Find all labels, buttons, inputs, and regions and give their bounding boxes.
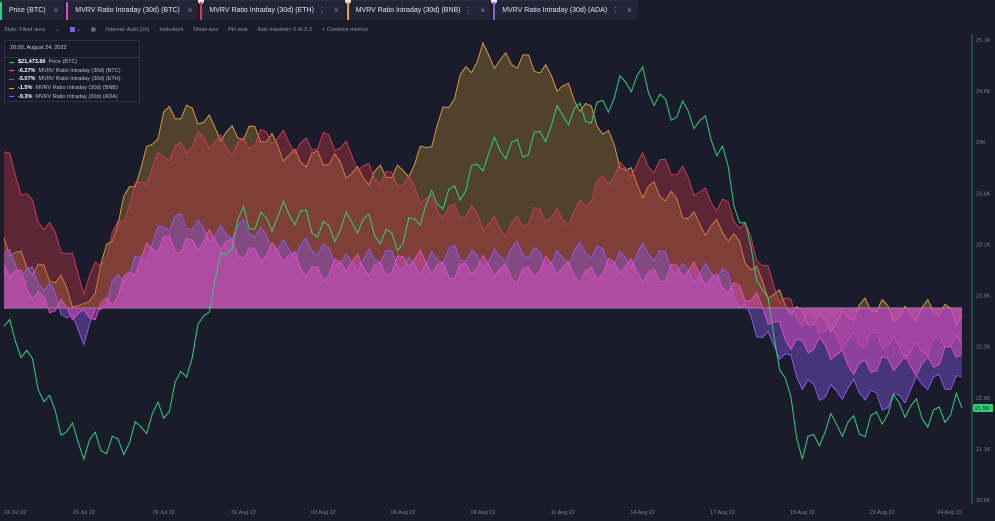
series-line-mvrv-ratio-intraday-30d-eth-: [3, 128, 963, 361]
series-line-mvrv-ratio-intraday-30d-btc-: [3, 228, 963, 377]
chevron-down-icon[interactable]: ⌄: [54, 27, 60, 33]
x-tick-label: 22 Aug 22: [870, 510, 895, 516]
x-tick-label: 26 Jul 22: [73, 510, 95, 516]
show-axis-button[interactable]: Show axis: [193, 27, 219, 33]
tab-label: MVRV Ratio Intraday (30d) (BTC): [75, 7, 180, 14]
x-tick-label: 09 Aug 22: [471, 510, 496, 516]
x-tick-label: 06 Aug 22: [391, 510, 416, 516]
current-price-badge: [973, 404, 993, 412]
metric-tabs: Price (BTC) × MVRV Ratio Intraday (30d) …: [0, 0, 638, 22]
legend-swatch: [9, 78, 14, 80]
calendar-icon: ▦: [90, 27, 96, 33]
legend-row: -6.27% MVRV Ratio Intraday (30d) (BTC): [5, 67, 139, 76]
x-tick-label: 31 Aug 22: [231, 510, 256, 516]
legend-swatch: [9, 96, 14, 98]
tooltip-date: 20:00, August 24, 2022: [5, 41, 139, 58]
color-square-icon: [69, 27, 75, 33]
legend-value: $21,473.86: [18, 59, 46, 66]
series-area-mvrv-ratio-intraday-30d-ada-: [4, 213, 962, 411]
close-icon[interactable]: ×: [627, 6, 632, 15]
x-tick-label: 14 Aug 22: [630, 510, 655, 516]
tab-mvrv-eth[interactable]: MVRV Ratio Intraday (30d) (ETH) ⋮ ×: [198, 0, 345, 20]
y-tick-label: 22.6K: [976, 294, 991, 300]
more-icon[interactable]: ⋮: [611, 6, 620, 15]
tab-color-swatch: [66, 2, 69, 20]
close-icon[interactable]: ×: [187, 6, 193, 15]
legend-label: MVRV Ratio Intraday (30d) (ETH): [38, 76, 121, 83]
legend-value: -6.27%: [18, 67, 36, 74]
color-picker[interactable]: ⌄: [69, 27, 81, 33]
tab-color-swatch: [0, 2, 2, 20]
legend-row: -1.5% MVRV Ratio Intraday (30d) (BNB): [5, 84, 139, 93]
y-tick-label: 20.6K: [976, 498, 991, 504]
series-line-mvrv-ratio-intraday-30d-bnb-: [3, 41, 963, 333]
y-tick-label: 24.6K: [976, 89, 991, 95]
tab-mvrv-bnb[interactable]: MVRV Ratio Intraday (30d) (BNB) ⋮ ×: [344, 0, 492, 20]
y-tick-label: 23.6K: [976, 191, 991, 197]
y-tick-label: 21.6K: [976, 396, 991, 402]
legend-value: -5.07%: [18, 76, 36, 83]
y-tick-label: 21.1K: [976, 447, 991, 453]
tab-label: MVRV Ratio Intraday (30d) (ETH): [209, 7, 314, 14]
close-icon[interactable]: ×: [333, 6, 339, 15]
x-tick-label: 11 Aug 22: [551, 510, 575, 516]
x-tick-label: 29 Jul 22: [153, 510, 175, 516]
y-tick-label: 23.1K: [976, 242, 991, 248]
legend-row: -9.3% MVRV Ratio Intraday (30d) (ADA): [5, 92, 139, 101]
tooltip-legend: 20:00, August 24, 2022 $21,473.86 Price (…: [4, 40, 140, 102]
legend-label: MVRV Ratio Intraday (30d) (BNB): [35, 85, 118, 92]
legend-label: MVRV Ratio Intraday (30d) (BTC): [38, 67, 121, 74]
legend-value: -1.5%: [18, 85, 33, 92]
y-tick-label: 25.1K: [976, 38, 991, 44]
tab-color-swatch: [493, 2, 496, 20]
interval-select[interactable]: Interval: Auto (1h): [105, 27, 150, 33]
current-price-label: 21.5K: [975, 406, 990, 412]
indicators-button[interactable]: Indicators: [159, 27, 184, 33]
close-icon[interactable]: ×: [480, 6, 486, 15]
legend-swatch: [9, 87, 14, 89]
y-tick-label: 22.2K: [976, 345, 991, 351]
tab-label: MVRV Ratio Intraday (30d) (BNB): [355, 7, 461, 14]
series-line-price-btc: [3, 65, 963, 461]
series-area-mvrv-ratio-intraday-30d-btc-: [4, 229, 962, 376]
x-tick-label: 19 Aug 22: [790, 510, 815, 516]
tab-label: MVRV Ratio Intraday (30d) (ADA): [502, 7, 608, 14]
axis-max-min-button[interactable]: Axis max/min: 0.4/-0.3: [257, 27, 312, 33]
series-area-mvrv-ratio-intraday-30d-eth-: [4, 129, 962, 360]
tab-label: Price (BTC): [9, 7, 46, 14]
tab-price-btc[interactable]: Price (BTC) ×: [0, 0, 65, 20]
combine-metrics-button[interactable]: + Combine metrics: [321, 27, 368, 33]
legend-swatch: [9, 61, 14, 63]
more-icon[interactable]: ⋮: [317, 6, 326, 15]
tab-color-swatch: [200, 2, 203, 20]
legend-label: Price (BTC): [48, 59, 78, 66]
series-line-mvrv-ratio-intraday-30d-ada-: [3, 213, 963, 411]
legend-value: -9.3%: [18, 93, 33, 100]
legend-swatch: [9, 70, 14, 72]
tab-mvrv-btc[interactable]: MVRV Ratio Intraday (30d) (BTC) ×: [66, 0, 199, 20]
pin-axis-button[interactable]: Pin axis: [228, 27, 248, 33]
chart-toolbar: Style: Filled area ⌄ ⌄ ▦ Interval: Auto …: [4, 25, 368, 35]
close-icon[interactable]: ×: [53, 6, 59, 15]
x-tick-label: 03 Aug 22: [311, 510, 336, 516]
style-select[interactable]: Style: Filled area: [4, 27, 45, 33]
tab-color-swatch: [346, 2, 349, 20]
legend-row: $21,473.86 Price (BTC): [5, 58, 139, 67]
tab-mvrv-ada[interactable]: MVRV Ratio Intraday (30d) (ADA) ⋮ ×: [491, 0, 638, 20]
x-tick-label: 24 Jul 22: [4, 510, 26, 516]
x-tick-label: 17 Aug 22: [710, 510, 735, 516]
y-tick-label: 24K: [976, 140, 986, 146]
more-icon[interactable]: ⋮: [464, 6, 473, 15]
x-tick-label: 24 Aug 22: [937, 510, 962, 516]
legend-row: -5.07% MVRV Ratio Intraday (30d) (ETH): [5, 75, 139, 84]
legend-label: MVRV Ratio Intraday (30d) (ADA): [35, 93, 118, 100]
